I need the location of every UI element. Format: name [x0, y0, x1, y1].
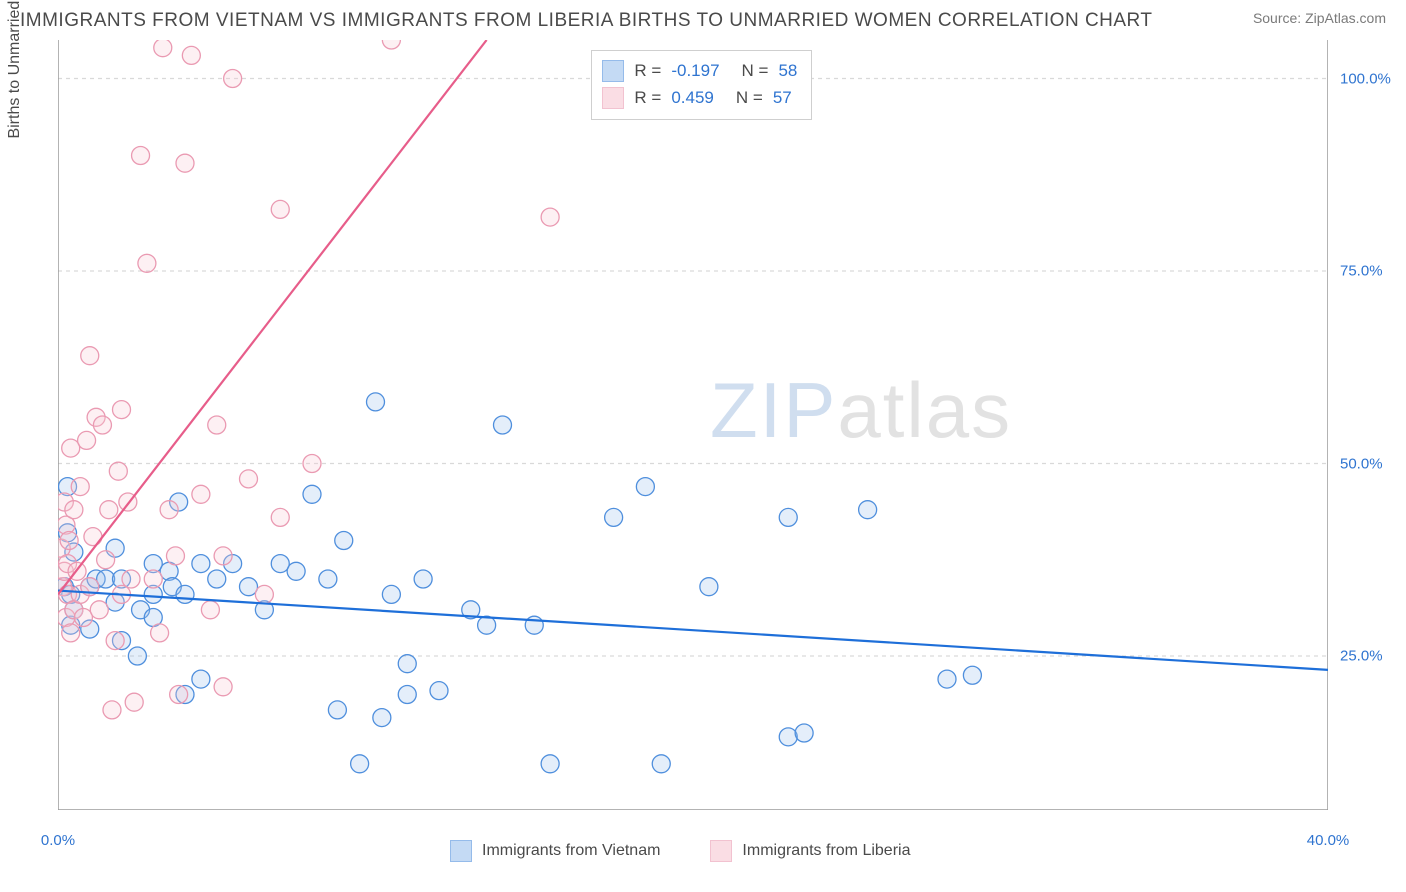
legend-swatch: [602, 87, 624, 109]
correlation-row: R = 0.459 N = 57: [602, 84, 797, 111]
r-value: 0.459: [671, 84, 714, 111]
y-tick-label: 25.0%: [1340, 648, 1383, 665]
source-attribution: Source: ZipAtlas.com: [1253, 10, 1386, 26]
legend-label: Immigrants from Vietnam: [482, 842, 660, 860]
legend-item: Immigrants from Vietnam: [450, 840, 660, 862]
correlation-legend-box: R = -0.197 N = 58 R = 0.459 N = 57: [591, 50, 812, 120]
n-label: N =: [736, 84, 763, 111]
r-value: -0.197: [671, 57, 719, 84]
y-tick-label: 75.0%: [1340, 263, 1383, 280]
legend-item: Immigrants from Liberia: [710, 840, 910, 862]
n-value: 57: [773, 84, 792, 111]
n-value: 58: [778, 57, 797, 84]
legend-swatch: [450, 840, 472, 862]
legend-swatch: [602, 60, 624, 82]
scatter-chart: [58, 40, 1328, 810]
r-label: R =: [634, 84, 661, 111]
r-label: R =: [634, 57, 661, 84]
y-tick-label: 100.0%: [1340, 70, 1391, 87]
x-tick-label: 40.0%: [1307, 832, 1350, 849]
series-legend: Immigrants from Vietnam Immigrants from L…: [450, 840, 910, 862]
chart-title: IMMIGRANTS FROM VIETNAM VS IMMIGRANTS FR…: [20, 10, 1153, 32]
legend-swatch: [710, 840, 732, 862]
y-axis-label: Births to Unmarried Women: [6, 0, 24, 139]
correlation-row: R = -0.197 N = 58: [602, 57, 797, 84]
x-tick-label: 0.0%: [41, 832, 75, 849]
y-tick-label: 50.0%: [1340, 455, 1383, 472]
n-label: N =: [742, 57, 769, 84]
legend-label: Immigrants from Liberia: [742, 842, 910, 860]
